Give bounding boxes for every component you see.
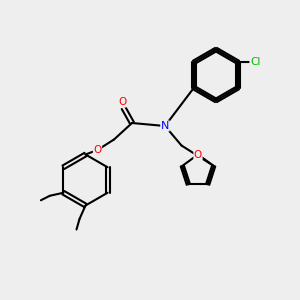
Text: O: O: [93, 145, 102, 155]
Text: O: O: [194, 149, 202, 160]
Text: Cl: Cl: [250, 57, 260, 67]
Text: O: O: [118, 97, 126, 107]
Text: N: N: [161, 121, 169, 131]
